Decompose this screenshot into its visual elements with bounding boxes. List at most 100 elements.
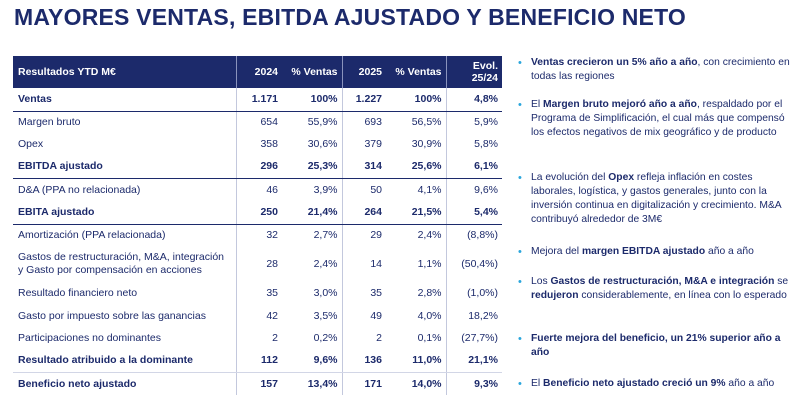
row-value: 100% xyxy=(282,88,342,112)
row-value: 9,6% xyxy=(445,178,502,201)
row-value: 4,0% xyxy=(417,309,442,322)
row-value: 14,0% xyxy=(411,377,442,390)
commentary-item: • Mejora del margen EBITDA ajustado año a… xyxy=(518,245,796,259)
row-value: 2 xyxy=(235,327,282,349)
row-value: 1.227 xyxy=(341,88,386,112)
bullet-text-bold: margen EBITDA ajustado xyxy=(581,246,706,257)
table-row: Beneficio neto ajustado 157 13,4% 171 14,0% 9… xyxy=(13,372,502,395)
row-label: Gastos de restructuración, M&A, integrac… xyxy=(18,251,225,276)
commentary-item: • El Margen bruto mejoró año a año, respa… xyxy=(518,98,796,140)
row-value: 0,2% xyxy=(313,332,338,344)
commentary-item: • Fuerte mejora del beneficio, un 21% sup… xyxy=(518,332,796,360)
row-label: EBITA ajustado xyxy=(13,201,236,225)
bullet-dot-icon: • xyxy=(518,378,522,390)
row-value: (50,4%) xyxy=(445,246,502,282)
row-value: 4,1% xyxy=(417,183,442,196)
row-value: 314 xyxy=(341,155,386,179)
row-value: 35 xyxy=(235,282,282,304)
bullet-dot-icon: • xyxy=(518,276,522,288)
row-value: (1,0%) xyxy=(445,282,502,304)
row-value: (8,8%) xyxy=(445,224,502,246)
table-row: Opex 358 30,6% 379 30,9% 5,8% xyxy=(13,133,502,155)
table-row: Amortización (PPA relacionada) 32 2,7% 29 2,… xyxy=(13,224,502,246)
row-value: 28 xyxy=(235,246,282,282)
bullet-text: año a año xyxy=(725,378,775,389)
row-label: Beneficio neto ajustado xyxy=(18,377,137,390)
row-value: 250 xyxy=(235,201,282,225)
header-2025: 2025 xyxy=(341,56,386,88)
bullet-text: La evolución del xyxy=(531,172,609,183)
bullet-text: refleja inflación en costes laborales, l… xyxy=(531,172,782,225)
header-2024: 2024 xyxy=(235,56,282,88)
row-value: 296 xyxy=(235,155,282,179)
table-row: Gasto por impuesto sobre las ganancias 42… xyxy=(13,304,502,327)
row-value: 358 xyxy=(235,133,282,155)
row-label: EBITDA ajustado xyxy=(13,155,236,179)
bullet-text: Los xyxy=(531,276,551,287)
row-value: 693 xyxy=(341,111,386,133)
row-label: Gasto por impuesto sobre las ganancias xyxy=(18,309,206,322)
row-label: Amortización (PPA relacionada) xyxy=(18,229,166,242)
row-value: 264 xyxy=(341,201,386,225)
bullet-text: El xyxy=(531,378,544,389)
row-value: 21,1% xyxy=(445,349,502,373)
row-value: 6,1% xyxy=(445,155,502,179)
bullet-text-bold: redujeron xyxy=(531,290,579,301)
row-value: 4,8% xyxy=(445,88,502,112)
header-evol: Evol. 25/24 xyxy=(445,56,502,88)
row-value: 0,1% xyxy=(417,332,442,344)
bullet-text: año a año xyxy=(705,246,754,257)
row-value: 30,6% xyxy=(307,138,338,150)
row-value: 25,6% xyxy=(386,155,446,179)
row-value: 35 xyxy=(341,282,386,304)
commentary-item: • La evolución del Opex refleja inflación… xyxy=(518,171,796,227)
commentary-item: • Los Gastos de restructuración, M&A e in… xyxy=(518,275,796,303)
row-value: 3,9% xyxy=(313,183,338,196)
header-pct-ventas-2025: % Ventas xyxy=(386,56,446,88)
bullet-dot-icon: • xyxy=(518,246,522,258)
commentary-item: • El Beneficio neto ajustado creció un 9%… xyxy=(518,377,796,391)
row-value: 55,9% xyxy=(307,116,338,129)
bullet-text: , respaldado por el Programa de Simplifi… xyxy=(531,99,785,138)
row-value: 14 xyxy=(341,246,386,282)
row-value: 56,5% xyxy=(411,116,442,129)
header-pct-ventas-2024: % Ventas xyxy=(282,56,342,88)
row-value: 1,1% xyxy=(417,258,442,270)
row-value: 171 xyxy=(341,372,386,395)
row-value: 2,7% xyxy=(313,229,338,242)
row-value: 2,4% xyxy=(313,258,338,270)
bullet-dot-icon: • xyxy=(518,99,522,111)
row-value: 18,2% xyxy=(445,304,502,327)
bullet-text: , con crecimiento en todas las regiones xyxy=(531,57,790,82)
bullet-dot-icon: • xyxy=(518,172,522,184)
bullet-text: considerablemente, en línea con lo esper… xyxy=(578,290,787,301)
row-label: Resultado financiero neto xyxy=(18,287,138,299)
row-value: 100% xyxy=(386,88,446,112)
commentary-item: • Ventas crecieron un 5% año a año, con c… xyxy=(518,56,796,84)
row-value: 21,5% xyxy=(386,201,446,225)
row-value: 112 xyxy=(235,349,282,373)
bullet-text-bold: Opex xyxy=(608,172,635,183)
row-value: 21,4% xyxy=(282,201,342,225)
bullet-dot-icon: • xyxy=(518,333,522,345)
row-label: Participaciones no dominantes xyxy=(18,332,162,344)
row-value: 2,8% xyxy=(417,287,442,299)
row-value: 379 xyxy=(341,133,386,155)
bullet-text-bold: Margen bruto mejoró año a año xyxy=(543,99,697,110)
bullet-text-bold: Beneficio neto ajustado creció un 9% xyxy=(543,378,726,389)
table-row: D&A (PPA no relacionada) 46 3,9% 50 4,1% 9,6% xyxy=(13,178,502,201)
row-value: 9,3% xyxy=(445,372,502,395)
table-header-row: Resultados YTD M€ 2024 % Ventas 2025 % V… xyxy=(13,56,502,88)
row-value: 1.171 xyxy=(235,88,282,112)
row-value: 29 xyxy=(341,224,386,246)
row-value: 2 xyxy=(341,327,386,349)
bullet-dot-icon: • xyxy=(518,57,522,69)
bullet-text: se xyxy=(774,276,789,287)
row-value: 654 xyxy=(235,111,282,133)
row-value: 11,0% xyxy=(386,349,446,373)
row-value: 3,5% xyxy=(313,309,338,322)
row-value: 5,8% xyxy=(445,133,502,155)
bullet-text-bold: Ventas crecieron un 5% año a año xyxy=(531,57,698,68)
row-value: 5,9% xyxy=(445,111,502,133)
row-value: 3,0% xyxy=(313,287,338,299)
